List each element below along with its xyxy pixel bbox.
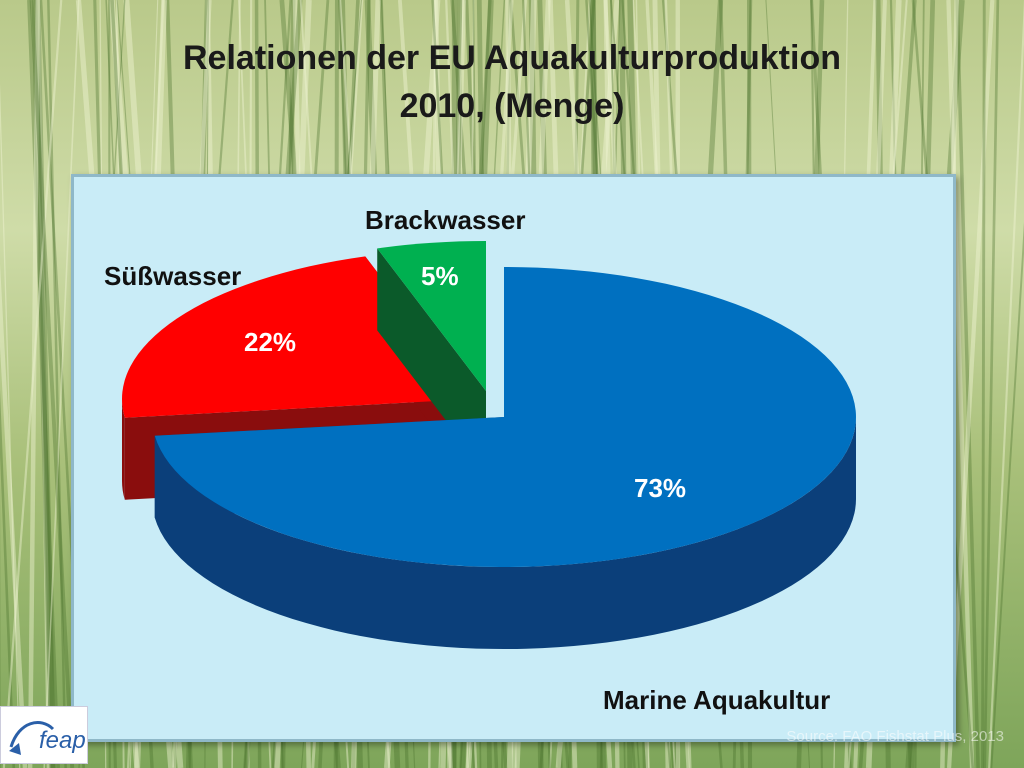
fish-logo-icon [9, 721, 55, 755]
pie-chart [122, 241, 856, 650]
label-marine-aquakultur: Marine Aquakultur [603, 685, 831, 715]
feap-logo: feap [0, 706, 88, 764]
value-label-brackwasser: 5% [421, 261, 459, 291]
title-line-1: Relationen der EU Aquakulturproduktion [183, 39, 841, 77]
source-note: Source: FAO Fishstat Plus, 2013 [786, 728, 1004, 745]
pie-slice-marine [154, 267, 856, 567]
label-suesswasser: Süßwasser [104, 261, 242, 291]
pie-slice-brackwasser-cut-0 [377, 248, 486, 473]
pie-slice-suesswasser-side [122, 399, 125, 500]
chart-panel: Brackwasser Süßwasser Marine Aquakultur … [71, 174, 956, 742]
value-label-suesswasser: 22% [244, 327, 297, 357]
title-line-2: 2010, (Menge) [399, 87, 625, 125]
label-brackwasser: Brackwasser [365, 205, 526, 235]
value-label-marine: 73% [634, 473, 687, 503]
pie-slice-marine-side [154, 417, 856, 650]
logo-text: feap [39, 727, 86, 754]
pie-slice-brackwasser [377, 241, 486, 391]
slide-title: Relationen der EU Aquakulturproduktion 2… [0, 34, 1024, 130]
